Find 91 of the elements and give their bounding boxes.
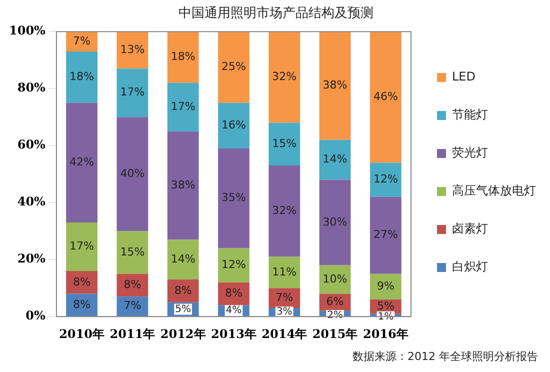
y-tick-label: 100% [9,24,46,38]
data-label: 8% [73,275,91,288]
bar [268,256,300,288]
data-label: 9% [376,280,394,293]
bar [218,102,250,148]
data-label: 8% [73,298,91,311]
x-tick-label: 2016年 [362,326,408,341]
data-label: 32% [272,204,297,218]
bar [370,196,402,274]
bar [268,32,300,123]
data-label: 4% [226,305,242,316]
bar [116,68,148,118]
data-label: 18% [170,50,196,64]
bar [66,102,98,223]
data-label: 18% [70,70,94,84]
source-note: 数据来源：2012 年全球照明分析报告 [352,349,538,364]
bar [370,274,402,300]
data-label: 5% [376,299,394,312]
data-label: 25% [222,60,246,74]
bar [319,32,351,140]
data-label: 27% [373,228,398,242]
data-label: 42% [70,156,94,169]
legend-label: LED [452,70,476,84]
bar [167,32,199,83]
bar [66,52,98,103]
x-tick-label: 2011年 [110,326,156,341]
data-label: 10% [322,272,348,286]
bar [116,296,148,316]
data-label: 13% [120,42,145,56]
y-tick-label: 60% [17,138,46,152]
data-label: 32% [272,70,297,84]
data-label: 35% [222,191,246,204]
bar [167,131,199,240]
data-label: 7% [124,299,142,312]
bar [319,180,351,266]
data-label: 5% [175,304,192,315]
data-label: 12% [373,172,398,186]
data-label: 8% [174,284,192,297]
bar [370,32,402,163]
y-tick-label: 20% [17,252,46,266]
x-tick-label: 2015年 [312,326,358,341]
data-label: 40% [120,166,145,180]
data-label: 16% [222,118,246,132]
bar [167,280,199,302]
bar [218,148,250,248]
legend-label: 高压气体放电灯 [452,184,536,198]
x-tick-label: 2012年 [160,326,206,341]
bar [268,122,300,166]
bar [268,166,300,257]
data-label: 17% [120,86,145,99]
data-label: 8% [225,286,242,300]
x-tick-label: 2014年 [262,326,308,341]
legend-label: 卤素灯 [452,222,488,236]
legend-label: 白炽灯 [452,260,488,274]
data-label: 38% [322,78,348,92]
data-label: 6% [326,295,344,308]
bar [218,32,250,103]
bar [66,271,98,294]
data-label: 46% [373,90,398,104]
data-label: 17% [170,100,196,113]
x-tick-label: 2013年 [211,326,256,341]
chart-title: 中国通用照明市场产品结构及预测 [178,6,374,22]
data-label: 3% [276,306,292,318]
data-label: 30% [322,215,348,228]
y-tick-label: 80% [17,80,46,95]
bar [319,140,351,180]
bar [218,248,250,282]
data-label: 11% [272,265,297,278]
bar [167,82,199,132]
legend-label: 荧光灯 [452,146,488,160]
data-label: 15% [272,137,297,150]
bar [116,32,148,69]
data-label: 14% [170,252,196,266]
data-label: 14% [322,152,348,166]
bar [66,222,98,271]
bar [116,231,148,274]
bar [116,117,148,232]
data-label: 7% [73,34,91,48]
y-tick-label: 40% [17,194,46,209]
data-label: 17% [70,240,94,253]
data-label: 15% [120,245,145,258]
bar [167,240,199,280]
data-label: 1% [378,312,394,323]
x-tick-label: 2010年 [59,326,104,341]
data-label: 7% [276,290,294,304]
legend-label: 节能灯 [452,108,488,122]
data-label: 12% [222,258,246,272]
data-label: 8% [124,278,142,292]
data-label: 38% [170,178,196,192]
y-tick-label: 0% [26,308,46,323]
bar [370,162,402,197]
